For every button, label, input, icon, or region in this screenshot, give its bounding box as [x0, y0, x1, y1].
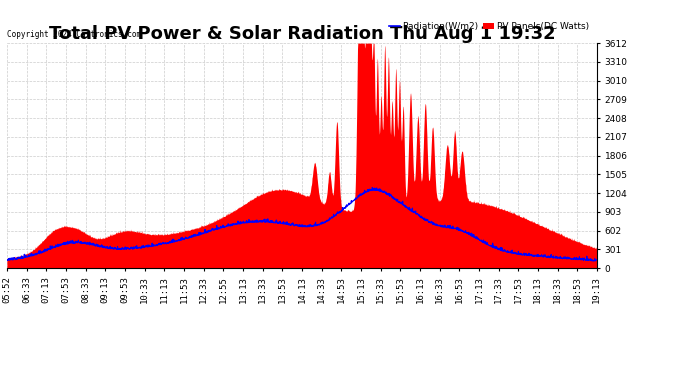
Legend: Radiation(W/m2), PV Panels(DC Watts): Radiation(W/m2), PV Panels(DC Watts) [385, 18, 592, 34]
Title: Total PV Power & Solar Radiation Thu Aug 1 19:32: Total PV Power & Solar Radiation Thu Aug… [48, 25, 555, 43]
Text: Copyright 2024 Cartronics.com: Copyright 2024 Cartronics.com [7, 30, 141, 39]
